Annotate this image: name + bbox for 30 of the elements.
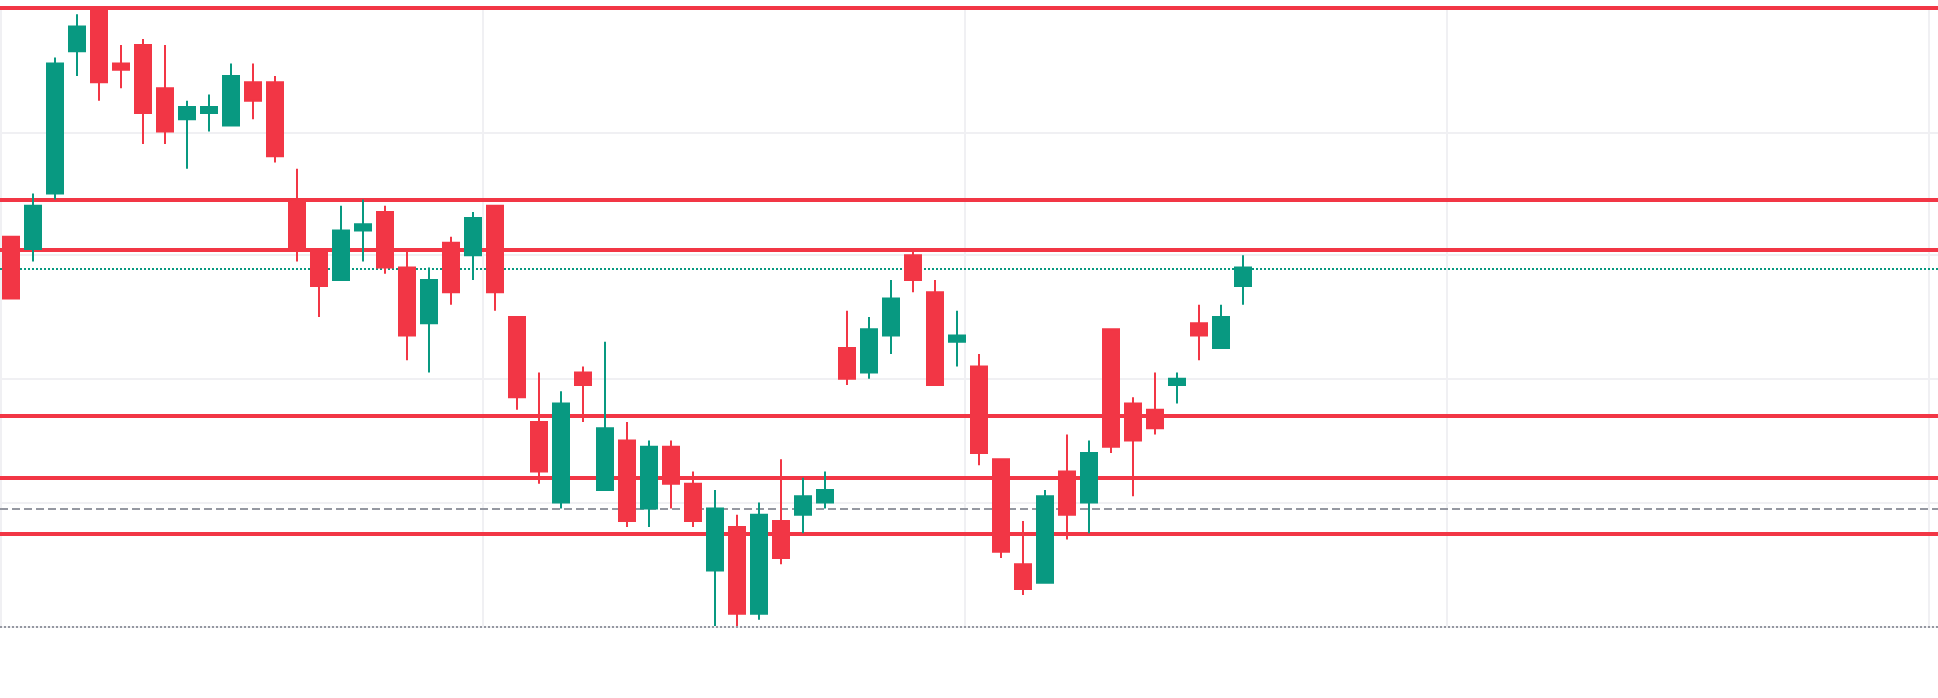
candlestick: [1212, 303, 1230, 349]
candlestick: [244, 62, 262, 121]
candlestick: [112, 44, 130, 90]
candlestick: [222, 62, 240, 127]
candlestick: [354, 198, 372, 263]
candlestick: [816, 470, 834, 510]
candlestick: [46, 56, 64, 201]
candlestick: [838, 309, 856, 386]
candlestick: [156, 44, 174, 145]
candlestick: [134, 37, 152, 145]
candlestick: [596, 340, 614, 492]
candlestick: [860, 316, 878, 380]
candlestick: [1190, 303, 1208, 362]
candlestick: [24, 192, 42, 263]
candlestick: [552, 390, 570, 510]
candlestick: [706, 489, 724, 627]
candlestick: [200, 93, 218, 133]
candlestick: [1080, 439, 1098, 535]
candlestick: [750, 501, 768, 621]
candlestick: [640, 439, 658, 529]
candlestick: [926, 278, 944, 386]
candlestick: [508, 316, 526, 411]
candlestick: [1036, 489, 1054, 584]
candlestick: [794, 476, 812, 535]
candlestick: [68, 13, 86, 77]
candlestick: [948, 309, 966, 368]
candlestick: [1168, 371, 1186, 405]
candlestick: [882, 278, 900, 356]
candlestick: [178, 99, 196, 170]
candlestick: [266, 74, 284, 164]
